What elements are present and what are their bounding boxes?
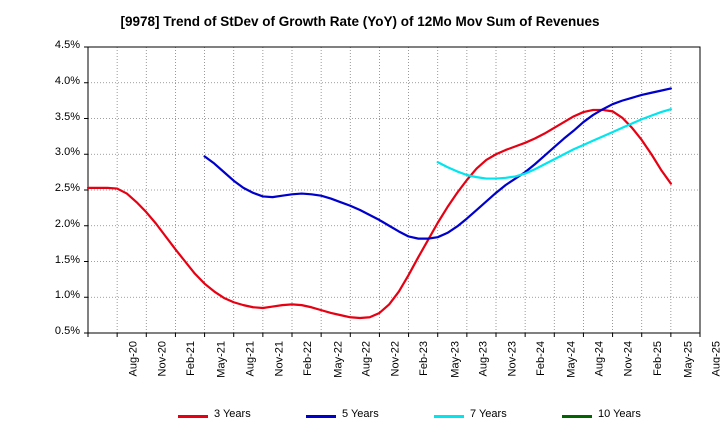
y-axis-tick-label: 4.0% [54,74,80,87]
x-axis-tick-label: Feb-24 [534,341,547,376]
y-axis-tick-label: 2.0% [54,217,80,230]
x-axis-tick-label: May-23 [449,341,462,378]
x-axis-tick-label: Nov-22 [389,341,402,377]
x-axis-tick-label: May-21 [216,341,229,378]
legend-label: 7 Years [470,408,507,420]
y-axis-tick-label: 0.5% [54,325,80,337]
chart-title: [9978] Trend of StDev of Growth Rate (Yo… [120,14,600,29]
x-axis-tick-label: Nov-23 [506,341,519,377]
legend-swatch [434,415,464,418]
x-axis-tick-label: May-24 [565,341,578,378]
legend-label: 3 Years [214,408,251,420]
x-axis-tick-label: Aug-20 [127,341,140,377]
x-axis-tick-label: Feb-25 [651,341,664,376]
y-axis-tick-label: 4.5% [54,39,80,51]
x-axis-tick-label: Nov-24 [622,341,635,377]
y-axis-tick-label: 1.0% [54,289,80,302]
x-axis-tick-label: Feb-23 [418,341,431,376]
x-axis-tick-label: May-25 [682,341,695,378]
x-axis-tick-label: Feb-22 [301,341,314,376]
y-axis-tick-label: 1.5% [54,253,80,266]
x-axis-tick-label: Nov-21 [273,341,286,377]
y-axis-tick-label: 3.0% [54,146,80,159]
series-line-5-years [203,87,672,240]
x-axis-tick-label: Aug-23 [477,341,490,377]
y-axis-tick-label: 3.5% [54,110,80,123]
x-axis-tick-label: May-22 [332,341,345,378]
legend-swatch [178,415,208,418]
series-line-3-years [86,108,672,320]
x-axis-tick-label: Nov-20 [156,341,169,377]
legend-label: 5 Years [342,408,379,420]
series-line-7-years [436,108,672,180]
legend-swatch [562,415,592,418]
legend-swatch [306,415,336,418]
x-axis-tick-label: Aug-25 [710,341,720,377]
x-axis-tick-label: Feb-21 [185,341,198,376]
x-axis-tick-label: Aug-22 [360,341,373,377]
x-axis-tick-label: Aug-21 [244,341,257,377]
legend-label: 10 Years [598,408,641,420]
x-axis-tick-label: Aug-24 [593,341,606,377]
y-axis-tick-label: 2.5% [54,182,80,194]
